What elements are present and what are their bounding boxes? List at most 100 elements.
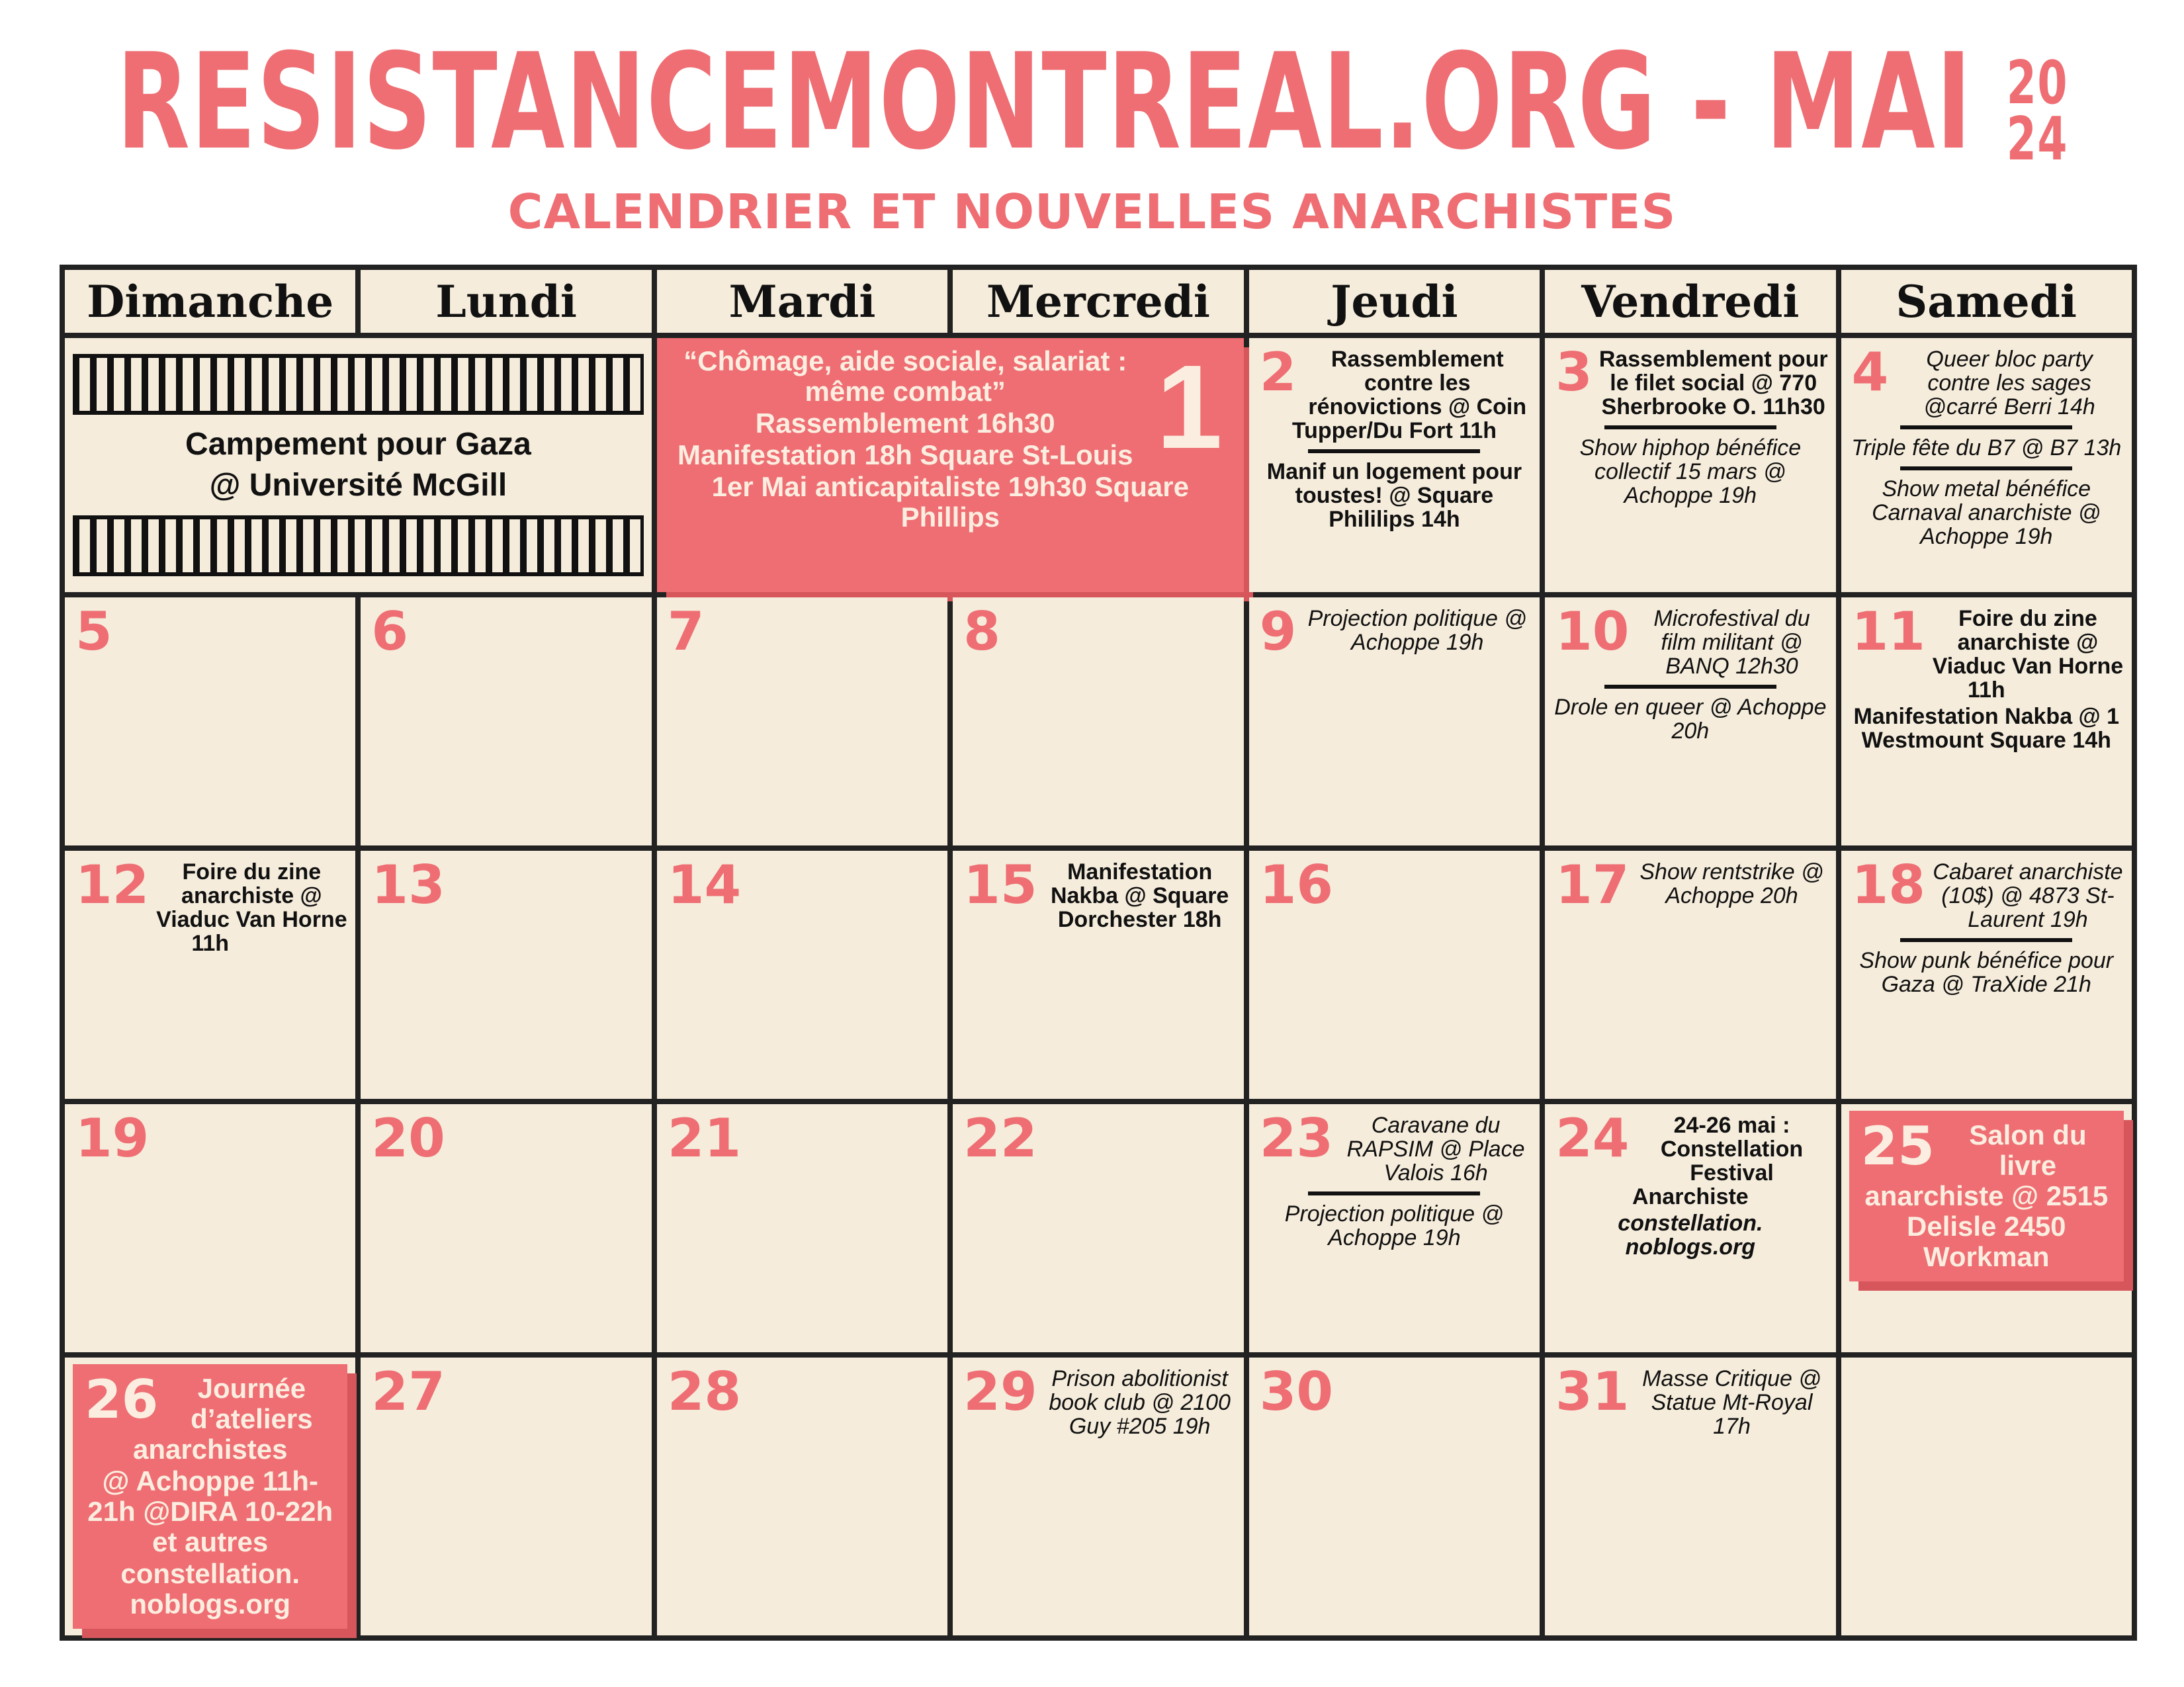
event-text: Microfestival du film militant @ BANQ 12… <box>1653 606 1810 679</box>
day-number: 29 <box>963 1361 1037 1422</box>
day-cell-6: 6 <box>361 597 652 845</box>
day-cell-20: 20 <box>361 1104 652 1352</box>
day-number: 27 <box>371 1361 445 1422</box>
day-number: 17 <box>1555 854 1630 916</box>
day-number: 21 <box>667 1107 742 1169</box>
day-number: 30 <box>1259 1361 1334 1422</box>
event-text: constellation. noblogs.org <box>1618 1211 1763 1260</box>
divider <box>1604 425 1776 429</box>
day-number: 12 <box>75 854 150 916</box>
event-text: Foire du zine anarchiste @ Viaduc Van Ho… <box>1932 606 2124 703</box>
page-title: RESISTANCEMONTREAL.ORG - MAI 20 24 <box>116 26 2068 179</box>
event-text: Salon du livre anarchiste @ 2515 Delisle… <box>1864 1119 2109 1272</box>
event-text: Caravane du RAPSIM @ Place Valois 16h <box>1346 1113 1525 1186</box>
calendar-grid: Dimanche Lundi Mardi Mercredi Jeudi Vendredi S… <box>60 265 2137 1641</box>
event-text: Rassemblement contre les rénovictions @ … <box>1291 347 1527 443</box>
event-text: Show punk bénéfice pour Gaza @ TraXide 2… <box>1859 948 2114 997</box>
day-number: 24 <box>1555 1107 1630 1169</box>
calendar-cell <box>1841 1358 2132 1635</box>
day-number: 1 <box>1156 341 1223 474</box>
day-cell-9: 9 Projection politique @ Achoppe 19h <box>1248 597 1540 845</box>
day-cell-7: 7 <box>656 597 948 845</box>
day-cell-28: 28 <box>656 1358 948 1635</box>
day-cell-15: 15 Manifestation Nakba @ Square Dorcheste… <box>953 851 1244 1099</box>
day-cell-24: 24 24-26 mai : Constellation Festival Ana… <box>1545 1104 1836 1352</box>
day-cell-16: 16 <box>1248 851 1540 1099</box>
day-cell-3: 3 Rassemblement pour le filet social @ 77… <box>1545 338 1836 592</box>
day-number: 9 <box>1259 601 1297 662</box>
day-number: 23 <box>1259 1107 1334 1169</box>
event-text: Foire du zine anarchiste @ Viaduc Van Ho… <box>156 859 347 956</box>
day-number: 15 <box>963 854 1037 916</box>
day-number: 13 <box>371 854 445 916</box>
day-number: 18 <box>1851 854 1925 916</box>
divider <box>1900 466 2073 470</box>
day-number: 28 <box>667 1361 742 1422</box>
day-cell-19: 19 <box>65 1104 356 1352</box>
day-cell-18: 18 Cabaret anarchiste (10$) @ 4873 St-Lau… <box>1841 851 2132 1099</box>
event-text: Manifestation 18h Square St-Louis <box>677 439 1133 470</box>
day-header: Samedi <box>1841 270 2132 333</box>
day-number: 3 <box>1555 341 1593 403</box>
day-cell-4: 4 Queer bloc party contre les sages @carr… <box>1841 338 2132 592</box>
subtitle: CALENDRIER ET NOUVELLES ANARCHISTES <box>507 184 1677 239</box>
event-text: Show hiphop bénéfice collectif 15 mars @… <box>1579 435 1802 508</box>
day-number: 22 <box>963 1107 1037 1169</box>
divider <box>1900 938 2073 942</box>
day-number: 31 <box>1555 1361 1630 1422</box>
event-text: @ Université McGill <box>209 468 507 503</box>
day-header: Lundi <box>361 270 652 333</box>
highlight-box: 25 Salon du livre anarchiste @ 2515 Delis… <box>1849 1111 2124 1281</box>
event-text: Manif un logement pour toustes! @ Square… <box>1266 459 1522 532</box>
day-number: 5 <box>75 601 112 662</box>
day-cell-13: 13 <box>361 851 652 1099</box>
day-number: 25 <box>1860 1115 1935 1177</box>
day-cell-23: 23 Caravane du RAPSIM @ Place Valois 16h P… <box>1248 1104 1540 1352</box>
event-text: Manifestation Nakba @ 1 Westmount Square… <box>1853 704 2120 753</box>
year-top: 20 <box>2006 48 2068 118</box>
day-number: 14 <box>667 854 742 916</box>
event-text: Rassemblement pour le filet social @ 770… <box>1598 347 1828 419</box>
day-number: 19 <box>75 1107 150 1169</box>
event-text: Masse Critique @ Statue Mt-Royal 17h <box>1642 1366 1821 1439</box>
day-cell-21: 21 <box>656 1104 948 1352</box>
day-cell-29: 29 Prison abolitionist book club @ 2100 G… <box>953 1358 1244 1635</box>
day-number: 26 <box>85 1369 159 1430</box>
day-number: 16 <box>1259 854 1334 916</box>
divider <box>1900 425 2073 429</box>
day-cell-8: 8 <box>953 597 1244 845</box>
day-cell-27: 27 <box>361 1358 652 1635</box>
divider <box>1308 449 1481 453</box>
day-header: Mercredi <box>953 270 1244 333</box>
day-number: 7 <box>667 601 705 662</box>
title-text: RESISTANCEMONTREAL.ORG - MAI <box>116 25 1972 179</box>
keffiyeh-pattern <box>73 515 644 576</box>
day-cell-11: 11 Foire du zine anarchiste @ Viaduc Van … <box>1841 597 2132 845</box>
year: 20 24 <box>2006 54 2068 169</box>
day-cell-17: 17 Show rentstrike @ Achoppe 20h <box>1545 851 1836 1099</box>
day-header: Dimanche <box>65 270 356 333</box>
day-number: 2 <box>1259 341 1297 403</box>
day-cell-2: 2 Rassemblement contre les rénovictions @… <box>1248 338 1540 592</box>
day-header: Jeudi <box>1248 270 1540 333</box>
divider <box>1604 685 1776 689</box>
event-text: Projection politique @ Achoppe 19h <box>1307 606 1527 655</box>
year-bottom: 24 <box>2006 105 2068 175</box>
day-cell-26: 26 Journée d’ateliers anarchistes @ Achopp… <box>65 1358 356 1635</box>
day-cell-14: 14 <box>656 851 948 1099</box>
day-cell-5: 5 <box>65 597 356 845</box>
event-text: Manifestation Nakba @ Square Dorchester … <box>1050 859 1229 932</box>
divider <box>1308 1191 1481 1195</box>
day-number: 20 <box>371 1107 445 1169</box>
event-text: Prison abolitionist book club @ 2100 Guy… <box>1049 1366 1231 1439</box>
highlight-box: 26 Journée d’ateliers anarchistes @ Achopp… <box>73 1364 348 1629</box>
event-text: Drole en queer @ Achoppe 20h <box>1554 695 1827 744</box>
calendar-cell: Campement pour Gaza @ Université McGill <box>65 338 652 592</box>
day-cell-25: 25 Salon du livre anarchiste @ 2515 Delis… <box>1841 1104 2132 1352</box>
day-cell-12: 12 Foire du zine anarchiste @ Viaduc Van … <box>65 851 356 1099</box>
day-header: Mardi <box>656 270 948 333</box>
event-text: “Chômage, aide sociale, salariat : même … <box>683 345 1127 407</box>
event-text: Rassemblement 16h30 <box>755 408 1055 439</box>
day-header: Vendredi <box>1545 270 1836 333</box>
event-text: 1er Mai anticapitaliste 19h30 Square Phi… <box>711 471 1189 533</box>
